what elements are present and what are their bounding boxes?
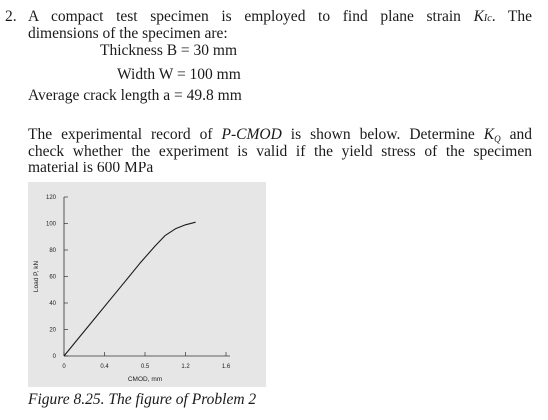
problem-line-1-text: A compact test specimen is employed to f… — [28, 8, 461, 25]
paragraph-2-line-2: check whether the experiment is valid if… — [28, 143, 532, 160]
y-tick-label: 80 — [49, 248, 56, 254]
y-axis-title: Load P, kN — [33, 261, 40, 293]
pcmod-figure: 0 20 40 60 80 100 120 0 0.4 0.5 1.2 1.6 CMOD, mm Load… — [28, 182, 266, 387]
problem-number: 2. — [5, 8, 17, 25]
paragraph-2-line-3: material is 600 MPa — [28, 162, 154, 174]
y-tick-label: 40 — [49, 301, 56, 307]
problem-line-1: A compact test specimen is employed to f… — [28, 8, 532, 27]
y-tick-label: 20 — [49, 328, 56, 334]
x-tick-label: 1.2 — [181, 364, 190, 370]
p-cmod-term: P-CMOD — [221, 126, 282, 143]
crack-length-line: Average crack length a = 49.8 mm — [28, 87, 242, 104]
x-axis-title: CMOD, mm — [128, 376, 162, 383]
problem-line-1-end: . The — [491, 8, 532, 25]
y-tick-label: 100 — [46, 222, 57, 228]
pcmod-chart: 0 20 40 60 80 100 120 0 0.4 0.5 1.2 1.6 CMOD, mm Load… — [33, 195, 231, 383]
paragraph-2-line-1: The experimental record of P-CMOD is sho… — [28, 126, 532, 144]
y-tick-label: 60 — [49, 275, 56, 281]
kq-symbol: KQ — [483, 126, 501, 144]
x-tick-label: 1.6 — [222, 364, 231, 370]
x-tick-label: 0.5 — [141, 364, 150, 370]
problem-line-2: dimensions of the specimen are: — [28, 25, 228, 42]
width-line: Width W = 100 mm — [117, 66, 241, 83]
kic-symbol: KIc — [473, 8, 492, 25]
y-tick-label: 0 — [53, 354, 57, 360]
p-cmod-curve — [63, 221, 196, 357]
thickness-line: Thickness B = 30 mm — [100, 42, 238, 59]
figure-caption: Figure 8.25. The figure of Problem 2 — [28, 391, 257, 408]
y-tick-label: 120 — [46, 195, 57, 201]
x-tick-label: 0 — [62, 364, 66, 370]
x-tick-label: 0.4 — [100, 364, 109, 370]
